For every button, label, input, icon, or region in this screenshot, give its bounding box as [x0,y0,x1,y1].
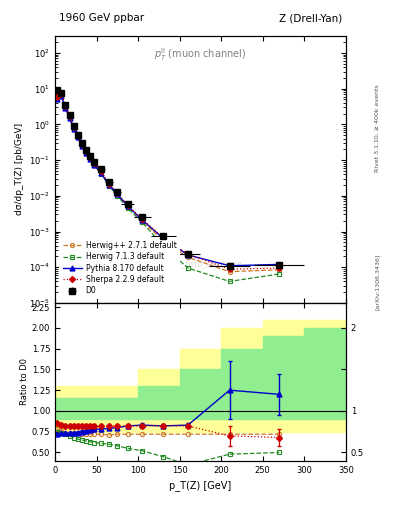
Pythia 8.170 default [75,134,80,140]
Herwig 7.1.3 default [75,134,80,140]
Line: Pythia 8.170 default: Pythia 8.170 default [55,93,282,268]
Herwig++ 2.7.1 default [277,267,282,273]
Pythia 8.170 default [98,169,103,176]
Line: Herwig++ 2.7.1 default: Herwig++ 2.7.1 default [55,93,281,274]
Herwig++ 2.7.1 default [92,160,97,166]
Herwig++ 2.7.1 default [67,114,72,120]
Herwig 7.1.3 default [80,143,84,149]
Herwig++ 2.7.1 default [59,92,64,98]
Herwig 7.1.3 default [59,92,64,98]
Herwig 7.1.3 default [72,125,76,132]
Sherpa 2.2.9 default [140,216,145,222]
Pythia 8.170 default [72,125,76,132]
Herwig 7.1.3 default [185,265,190,271]
Herwig 7.1.3 default [98,170,103,177]
Pythia 8.170 default [59,93,64,99]
Sherpa 2.2.9 default [84,148,88,154]
Sherpa 2.2.9 default [72,124,76,130]
Herwig++ 2.7.1 default [107,181,111,187]
Y-axis label: dσ/dp_T(Z) [pb/GeV]: dσ/dp_T(Z) [pb/GeV] [15,123,24,216]
Sherpa 2.2.9 default [227,266,232,272]
Herwig++ 2.7.1 default [227,269,232,275]
Text: Z (Drell-Yan): Z (Drell-Yan) [279,13,342,23]
Text: Rivet 3.1.10, ≥ 400k events: Rivet 3.1.10, ≥ 400k events [375,84,380,172]
Sherpa 2.2.9 default [88,154,93,160]
Sherpa 2.2.9 default [161,234,165,241]
Sherpa 2.2.9 default [98,168,103,174]
Sherpa 2.2.9 default [67,113,72,119]
Text: D0_2010_S8671338: D0_2010_S8671338 [171,262,241,268]
Herwig++ 2.7.1 default [55,95,59,101]
Herwig 7.1.3 default [55,96,59,102]
Pythia 8.170 default [107,182,111,188]
Sherpa 2.2.9 default [185,251,190,258]
Sherpa 2.2.9 default [125,202,130,208]
Sherpa 2.2.9 default [75,132,80,138]
Sherpa 2.2.9 default [277,265,282,271]
Sherpa 2.2.9 default [63,103,68,109]
Text: [arXiv:1306.3436]: [arXiv:1306.3436] [375,253,380,310]
Pythia 8.170 default [140,217,145,223]
Herwig 7.1.3 default [277,271,282,277]
Herwig 7.1.3 default [125,205,130,211]
X-axis label: p_T(Z) [GeV]: p_T(Z) [GeV] [169,480,231,491]
Sherpa 2.2.9 default [107,180,111,186]
Pythia 8.170 default [88,156,93,162]
Sherpa 2.2.9 default [92,160,97,166]
Pythia 8.170 default [185,252,190,258]
Herwig++ 2.7.1 default [115,191,120,198]
Sherpa 2.2.9 default [55,94,59,100]
Herwig 7.1.3 default [92,162,97,168]
Line: Herwig 7.1.3 default: Herwig 7.1.3 default [55,93,281,284]
Pythia 8.170 default [63,105,68,111]
Y-axis label: Ratio to D0: Ratio to D0 [20,358,29,406]
Herwig++ 2.7.1 default [80,142,84,148]
Pythia 8.170 default [55,96,59,102]
Herwig 7.1.3 default [84,150,88,156]
Pythia 8.170 default [67,115,72,121]
Pythia 8.170 default [115,191,120,198]
Herwig++ 2.7.1 default [185,254,190,260]
Text: $p_T^{\rm ll}$ (muon channel): $p_T^{\rm ll}$ (muon channel) [154,47,246,63]
Pythia 8.170 default [92,161,97,167]
Herwig 7.1.3 default [161,243,165,249]
Herwig++ 2.7.1 default [88,155,93,161]
Pythia 8.170 default [161,235,165,241]
Pythia 8.170 default [227,263,232,269]
Herwig 7.1.3 default [107,183,111,189]
Herwig++ 2.7.1 default [161,238,165,244]
Herwig++ 2.7.1 default [72,124,76,131]
Sherpa 2.2.9 default [59,91,64,97]
Pythia 8.170 default [277,261,282,267]
Pythia 8.170 default [125,203,130,209]
Legend: Herwig++ 2.7.1 default, Herwig 7.1.3 default, Pythia 8.170 default, Sherpa 2.2.9: Herwig++ 2.7.1 default, Herwig 7.1.3 def… [59,238,180,299]
Pythia 8.170 default [84,150,88,156]
Herwig 7.1.3 default [67,115,72,121]
Herwig++ 2.7.1 default [125,203,130,209]
Pythia 8.170 default [80,143,84,149]
Herwig 7.1.3 default [115,193,120,199]
Line: Sherpa 2.2.9 default: Sherpa 2.2.9 default [55,92,281,271]
Sherpa 2.2.9 default [80,141,84,147]
Herwig 7.1.3 default [140,219,145,225]
Herwig 7.1.3 default [63,104,68,111]
Herwig++ 2.7.1 default [84,149,88,155]
Sherpa 2.2.9 default [115,190,120,196]
Herwig++ 2.7.1 default [63,103,68,110]
Herwig 7.1.3 default [227,279,232,285]
Herwig++ 2.7.1 default [98,168,103,175]
Text: 1960 GeV ppbar: 1960 GeV ppbar [59,13,144,23]
Herwig++ 2.7.1 default [140,218,145,224]
Herwig 7.1.3 default [88,156,93,162]
Herwig++ 2.7.1 default [75,133,80,139]
